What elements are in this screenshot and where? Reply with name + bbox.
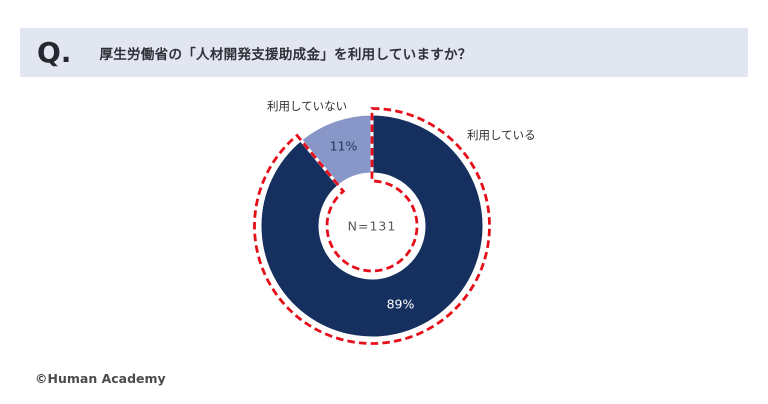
donut-segment-0 (258, 112, 486, 340)
donut-value-label-0: 89% (387, 297, 415, 312)
segment-label-not-using: 利用していない (267, 99, 348, 113)
donut-value-label-1: 11% (330, 139, 358, 154)
question-text: 厚生労働省の「人材開発支援助成金」を利用していますか？ (99, 46, 472, 63)
segment-label-using: 利用している (467, 128, 536, 142)
copyright-text: ©Human Academy (35, 371, 166, 386)
question-q-label: Q. (37, 35, 72, 69)
highlight-dashed-outline (253, 107, 491, 345)
sample-size-label: N=131 (347, 218, 397, 234)
question-banner: Q. 厚生労働省の「人材開発支援助成金」を利用していますか？ (20, 28, 748, 77)
